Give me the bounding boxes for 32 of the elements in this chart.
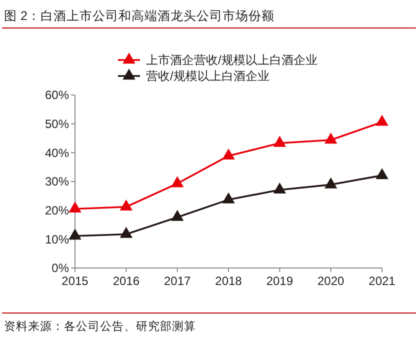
chart-title: 图 2：白酒上市公司和高端酒龙头公司市场份额 bbox=[4, 8, 274, 23]
point bbox=[376, 168, 388, 180]
x-tick-label: 2020 bbox=[317, 274, 345, 288]
y-tick-label: 10% bbox=[44, 232, 70, 246]
legend-label: 上市酒企营收/规模以上白酒企业 bbox=[146, 53, 318, 68]
y-tick-label: 0% bbox=[52, 261, 70, 276]
text: 资料来源：各公司公告、研究部测算 bbox=[4, 319, 196, 333]
y-tick-label: 40% bbox=[44, 146, 70, 160]
point bbox=[324, 177, 338, 188]
point bbox=[376, 114, 388, 126]
y-tick-label: 20% bbox=[44, 204, 70, 218]
point bbox=[273, 136, 286, 147]
y-tick-label: 30% bbox=[44, 174, 70, 189]
point bbox=[222, 192, 235, 204]
point bbox=[222, 148, 235, 160]
x-tick-label: 2017 bbox=[164, 274, 192, 288]
y-tick-label: 60% bbox=[44, 88, 70, 102]
y-tick-label: 50% bbox=[44, 117, 70, 132]
point bbox=[68, 202, 82, 213]
x-tick-label: 2018 bbox=[215, 274, 242, 288]
point bbox=[170, 176, 184, 188]
point bbox=[120, 200, 133, 211]
x-tick-label: 2016 bbox=[112, 274, 140, 288]
x-tick-label: 2021 bbox=[368, 274, 396, 288]
point bbox=[120, 226, 133, 238]
point bbox=[324, 132, 338, 144]
x-tick-label: 2015 bbox=[62, 274, 89, 288]
point bbox=[68, 228, 82, 240]
x-tick-label: 2019 bbox=[266, 274, 294, 288]
legend-label: 营收/规模以上白酒企业 bbox=[146, 69, 270, 84]
point bbox=[273, 182, 286, 194]
point bbox=[170, 210, 184, 221]
